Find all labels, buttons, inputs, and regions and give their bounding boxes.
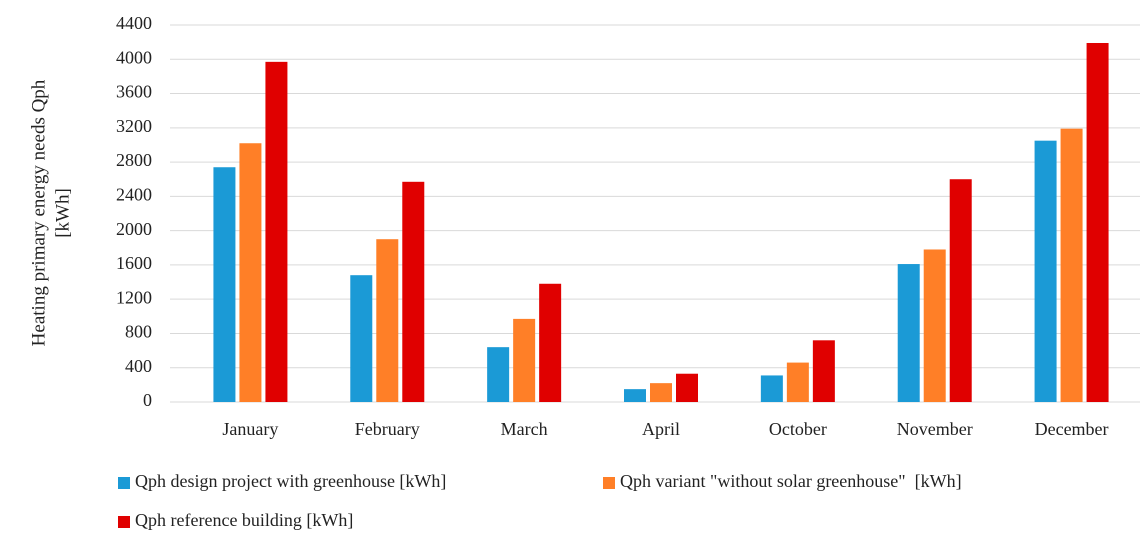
legend-swatch: [118, 477, 130, 489]
x-tick-label: February: [355, 419, 420, 439]
bar: [265, 61, 288, 403]
legend-label: Qph reference building [kWh]: [135, 510, 353, 530]
bar: [812, 340, 835, 402]
y-tick-label: 2800: [116, 150, 152, 170]
x-tick-label: April: [642, 419, 680, 439]
bar: [1034, 140, 1057, 402]
legend-label: Qph design project with greenhouse [kWh]: [135, 471, 446, 491]
y-tick-label: 0: [143, 390, 152, 410]
y-tick-label: 2400: [116, 184, 152, 204]
bar: [350, 275, 373, 402]
y-tick-label: 4400: [116, 13, 152, 33]
legend-swatch: [603, 477, 615, 489]
y-tick-label: 3600: [116, 82, 152, 102]
y-tick-label: 400: [125, 356, 152, 376]
bar: [949, 179, 972, 402]
x-tick-label: January: [222, 419, 278, 439]
bar: [624, 389, 646, 402]
bar: [650, 383, 672, 402]
legend-label: Qph variant "without solar greenhouse" […: [620, 471, 962, 491]
x-tick-label: December: [1035, 419, 1109, 439]
bar: [402, 181, 425, 402]
bar: [786, 362, 809, 402]
x-tick-label: October: [769, 419, 827, 439]
y-tick-label: 1200: [116, 287, 152, 307]
bar: [760, 375, 783, 402]
bar: [923, 249, 946, 402]
y-tick-label: 4000: [116, 47, 152, 67]
bar: [487, 347, 510, 402]
y-tick-label: 800: [125, 322, 152, 342]
x-tick-label: March: [501, 419, 548, 439]
bar: [897, 264, 920, 402]
bar: [513, 318, 536, 402]
bar: [213, 167, 236, 402]
y-tick-label: 1600: [116, 253, 152, 273]
bar: [376, 239, 399, 402]
y-axis-label: [kWh]: [52, 188, 73, 238]
x-tick-label: November: [897, 419, 973, 439]
y-axis-label: Heating primary energy needs Qph: [28, 79, 49, 346]
bar: [1060, 128, 1083, 403]
bar: [676, 373, 698, 402]
y-tick-label: 2000: [116, 219, 152, 239]
bar: [239, 143, 262, 402]
bar: [1086, 42, 1109, 402]
y-tick-label: 3200: [116, 116, 152, 136]
legend-swatch: [118, 516, 130, 528]
bar: [539, 283, 562, 402]
